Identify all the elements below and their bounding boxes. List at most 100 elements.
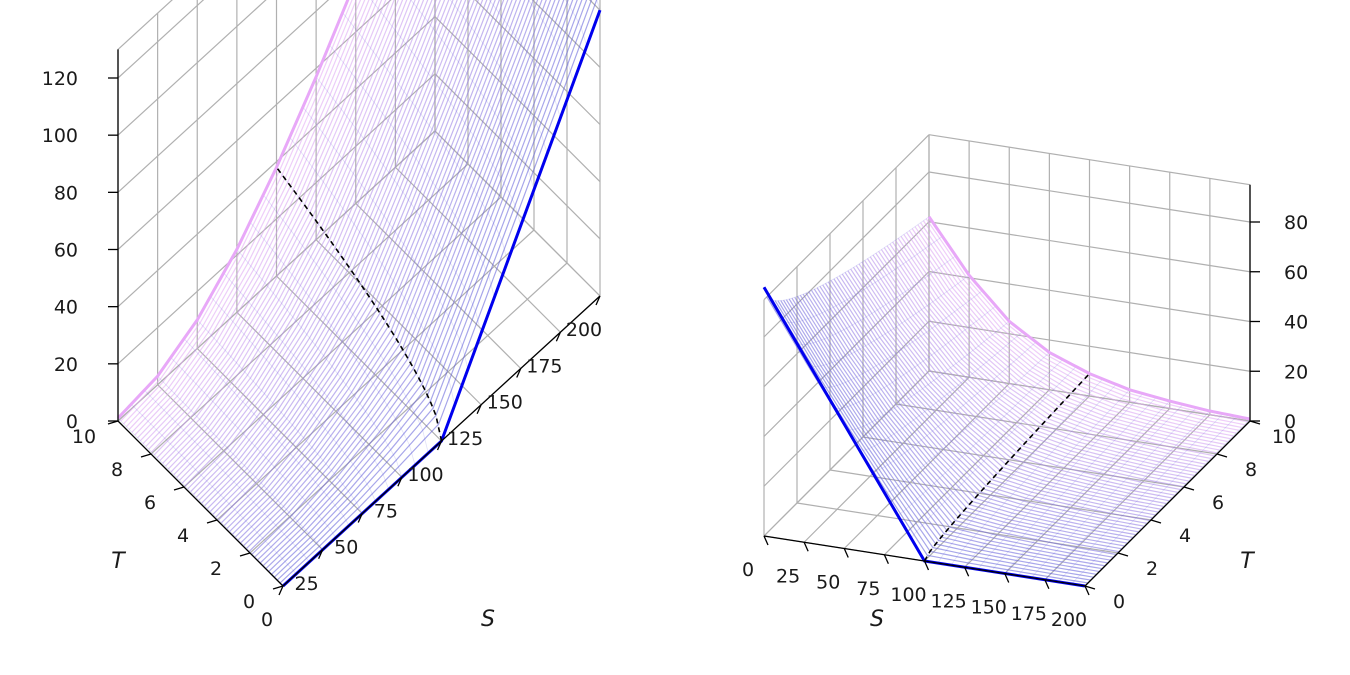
x-tick-label: 75	[856, 578, 880, 600]
surface-line	[817, 290, 983, 388]
surface-line	[207, 0, 484, 509]
surface-line	[139, 0, 383, 442]
surface-line	[950, 384, 1117, 566]
surface-line	[813, 288, 1136, 536]
surface-line	[249, 221, 416, 466]
x-tick	[278, 585, 284, 596]
surface-line	[201, 0, 475, 504]
surface-line	[128, 0, 366, 430]
surface-line	[170, 0, 429, 473]
surface-line	[210, 296, 376, 502]
surface-line	[329, 44, 495, 298]
surface-line	[249, 0, 547, 552]
surface-line	[803, 274, 970, 367]
grid-line	[394, 166, 561, 333]
grid-line	[928, 320, 1251, 372]
surface-line	[861, 261, 1183, 488]
z-tick-label: 0	[66, 411, 78, 433]
surface-line	[1071, 416, 1237, 585]
payoff-curve-tmax	[927, 215, 1251, 421]
y-tick-label: 2	[210, 558, 222, 580]
x-tick	[1044, 579, 1050, 590]
surface-line	[263, 0, 569, 566]
grid-line	[434, 73, 601, 240]
x-tick-label: 100	[407, 464, 443, 486]
y-axis-label: T	[1240, 549, 1255, 574]
y-tick	[272, 585, 284, 590]
surface-line	[908, 230, 1231, 440]
surface-line	[130, 403, 297, 575]
z-tick-label: 80	[54, 182, 78, 204]
surface-line	[870, 341, 1037, 472]
y-tick	[1117, 552, 1129, 557]
surface-line	[917, 224, 1239, 431]
x-tick-label: 125	[930, 590, 966, 612]
x-tick-label: 150	[971, 597, 1007, 619]
z-tick-label: 40	[54, 297, 78, 319]
surface-line	[254, 0, 556, 558]
grid-line	[117, 0, 205, 79]
surface-line	[836, 276, 1158, 513]
x-tick-label: 100	[890, 584, 926, 606]
y-tick-label: 4	[1179, 525, 1191, 547]
grid-line	[157, 384, 324, 551]
z-tick-label: 0	[1284, 411, 1296, 433]
grid-line	[249, 262, 568, 554]
surface-line	[134, 0, 374, 436]
surface-line	[1017, 404, 1184, 576]
surface-line	[897, 237, 1220, 451]
grid-line	[763, 271, 930, 437]
x-axis-label: S	[481, 607, 495, 632]
surface-line	[221, 0, 505, 524]
grid-line	[117, 16, 436, 308]
z-tick-label: 60	[1284, 262, 1308, 284]
surface-line	[777, 300, 1100, 573]
grid-line	[150, 163, 469, 455]
surface-line	[196, 319, 363, 514]
x-tick	[883, 554, 889, 565]
z-tick-label: 20	[54, 354, 78, 376]
y-tick	[173, 486, 185, 491]
surface-line	[794, 296, 1116, 555]
surface-line	[315, 76, 482, 334]
x-tick-label: 175	[1011, 603, 1047, 625]
surface-line	[878, 251, 1200, 471]
surface-line	[223, 272, 390, 490]
surface-line	[903, 234, 1225, 445]
surface-line	[771, 299, 1094, 578]
surface-line	[788, 298, 1111, 561]
surface-line	[1031, 407, 1197, 578]
surface-line	[342, 12, 508, 262]
surface-line	[843, 321, 1010, 431]
z-tick-label: 120	[42, 68, 78, 90]
y-tick-label: 10	[72, 426, 96, 448]
surface-line	[159, 0, 412, 461]
payoff-curve-tmax	[116, 0, 350, 420]
surface-line	[195, 0, 467, 498]
x-tick	[436, 440, 443, 451]
y-tick-label: 6	[1212, 492, 1224, 514]
x-tick	[595, 295, 601, 306]
x-tick-label: 50	[334, 537, 358, 559]
surface-line	[144, 389, 310, 563]
strike-dashed-line	[275, 166, 443, 442]
grid-line	[531, 0, 601, 68]
y-tick-label: 2	[1146, 558, 1158, 580]
surface-line	[235, 0, 526, 538]
surface-line	[1044, 410, 1211, 581]
y-tick-label: 6	[144, 492, 156, 514]
surface-line	[157, 375, 323, 550]
x-tick	[397, 476, 403, 487]
surface-line	[777, 235, 943, 324]
surface-line	[763, 216, 930, 302]
x-tick-label: 200	[566, 319, 602, 341]
x-tick-label: 200	[1051, 609, 1087, 631]
surface-line	[153, 0, 404, 456]
x-tick-label: 0	[261, 609, 273, 631]
surface-line	[830, 305, 997, 409]
surface-line	[790, 255, 956, 345]
y-tick-label: 0	[243, 591, 255, 613]
surface-line	[232, 0, 522, 535]
y-tick	[1216, 453, 1228, 458]
